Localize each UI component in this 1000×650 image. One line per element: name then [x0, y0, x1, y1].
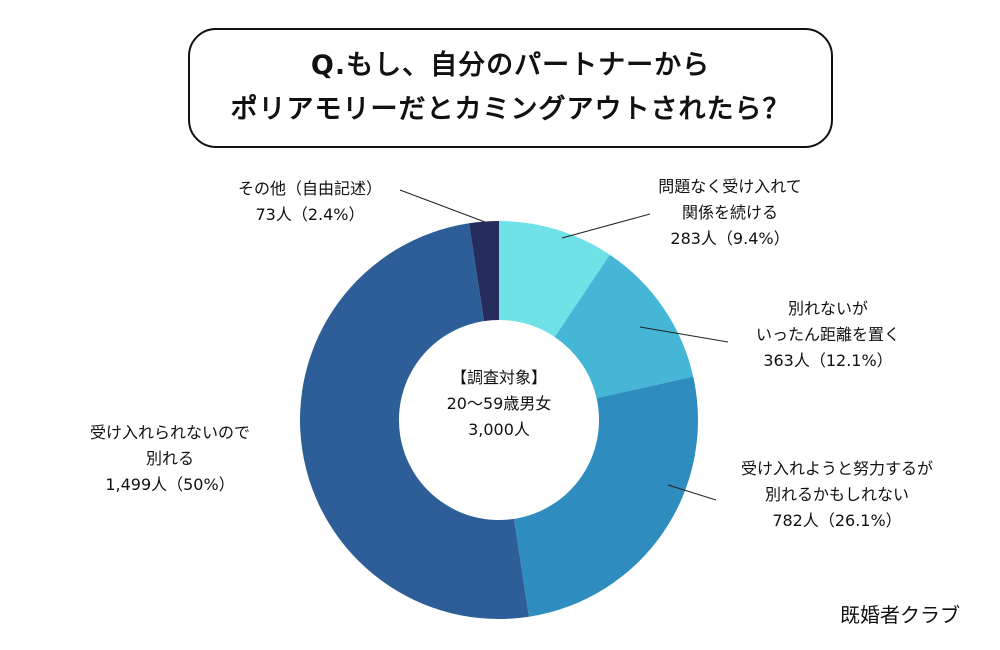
- label-line: 受け入れられないので: [89, 423, 250, 442]
- title-box: Q.もし、自分のパートナーから ポリアモリーだとカミングアウトされたら？: [188, 28, 833, 148]
- data-label: 73人（2.4%）: [255, 205, 365, 224]
- donut-slice: [299, 223, 529, 620]
- donut-slice: [554, 254, 694, 399]
- data-label: 782人（26.1%）: [772, 511, 902, 530]
- slice-label: 受け入れようと努力するが 別れるかもしれない 782人（26.1%）: [712, 456, 962, 534]
- slice-label: 問題なく受け入れて 関係を続ける 283人（9.4%）: [630, 174, 830, 252]
- label-line: その他（自由記述）: [237, 179, 382, 198]
- center-text: 【調査対象】 20〜59歳男女 3,000人: [399, 365, 599, 443]
- leader-line: [639, 326, 729, 343]
- label-line: いったん距離を置く: [755, 325, 900, 344]
- title-line-2: ポリアモリーだとカミングアウトされたら？: [230, 94, 791, 125]
- data-label: 283人（9.4%）: [670, 229, 790, 248]
- data-label: 363人（12.1%）: [763, 351, 893, 370]
- center-line: 20〜59歳男女: [446, 394, 552, 413]
- leader-line: [667, 484, 717, 501]
- leader-line: [561, 213, 651, 239]
- label-line: 別れるかもしれない: [764, 485, 909, 504]
- label-line: 別れないが: [787, 299, 868, 318]
- donut-slice: [469, 221, 499, 322]
- label-line: 問題なく受け入れて: [658, 177, 802, 196]
- title-line-1: Q.もし、自分のパートナーから: [310, 50, 711, 81]
- slice-label: 別れないが いったん距離を置く 363人（12.1%）: [728, 296, 928, 374]
- label-line: 関係を続ける: [681, 203, 778, 222]
- center-line: 3,000人: [468, 420, 530, 439]
- center-line: 【調査対象】: [450, 368, 547, 387]
- brand-logo-text: 既婚者クラブ: [840, 603, 960, 627]
- leader-line: [399, 189, 486, 223]
- slice-label: その他（自由記述） 73人（2.4%）: [210, 176, 410, 228]
- donut-slice: [499, 221, 610, 337]
- data-label: 1,499人（50%）: [105, 475, 235, 494]
- donut-slice: [514, 376, 698, 617]
- label-line: 受け入れようと努力するが: [740, 459, 933, 478]
- label-line: 別れる: [145, 449, 194, 468]
- slice-label: 受け入れられないので 別れる 1,499人（50%）: [70, 420, 270, 498]
